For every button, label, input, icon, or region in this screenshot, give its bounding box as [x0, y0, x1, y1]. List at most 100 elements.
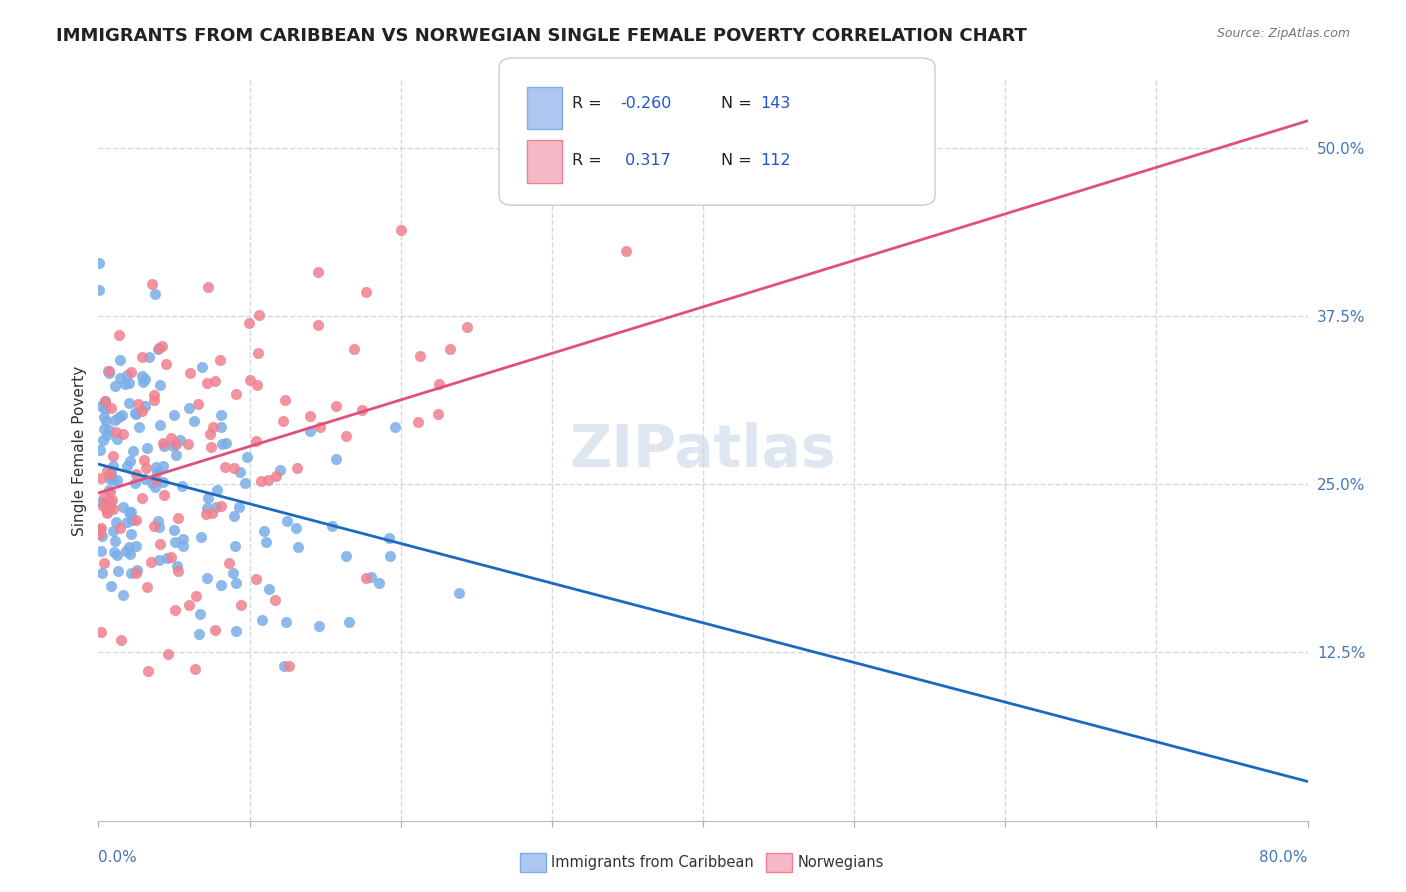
Point [101, 524, 124, 539]
Point [309, 420, 332, 434]
Point [111, 408, 134, 422]
Point [254, 534, 277, 549]
Point [98, 493, 121, 508]
Point [93, 422, 115, 436]
Point [218, 556, 240, 570]
Point [121, 444, 143, 458]
Point [321, 519, 343, 533]
Text: R =: R = [572, 153, 607, 168]
Point [246, 346, 269, 360]
Point [229, 598, 252, 612]
Point [406, 415, 429, 429]
Point [131, 491, 153, 506]
Point [93, 409, 115, 424]
Text: 0.317: 0.317 [620, 153, 671, 168]
Point [447, 586, 470, 600]
Point [105, 474, 128, 488]
Point [224, 539, 246, 553]
Point [225, 575, 247, 590]
Point [163, 524, 186, 538]
Point [152, 458, 174, 473]
Point [135, 441, 157, 455]
Point [108, 371, 131, 385]
Point [93, 433, 115, 447]
Point [367, 575, 389, 590]
Point [124, 467, 146, 482]
Point [236, 450, 259, 464]
Y-axis label: Single Female Poverty: Single Female Poverty [72, 366, 87, 535]
Point [209, 499, 232, 513]
Point [238, 316, 260, 330]
Point [108, 353, 131, 368]
Point [141, 277, 163, 292]
Point [94, 414, 117, 428]
Point [96, 464, 118, 478]
Point [98, 467, 121, 481]
Point [204, 375, 226, 389]
Point [101, 459, 124, 474]
Point [91, 529, 114, 543]
Point [308, 619, 330, 633]
Point [170, 479, 193, 493]
Point [120, 527, 142, 541]
Point [239, 373, 262, 387]
Point [100, 401, 122, 416]
Point [134, 372, 156, 386]
Point [87, 283, 110, 297]
Point [145, 473, 167, 487]
Point [115, 368, 138, 383]
Point [285, 461, 308, 475]
Point [188, 626, 211, 640]
Point [191, 359, 214, 374]
Point [150, 339, 173, 353]
Point [143, 387, 166, 401]
Point [148, 341, 170, 355]
Point [124, 406, 146, 420]
Point [222, 509, 245, 524]
Point [190, 530, 212, 544]
Point [101, 473, 124, 487]
Point [172, 532, 194, 546]
Text: R =: R = [572, 96, 607, 111]
Point [163, 534, 186, 549]
Point [325, 452, 347, 467]
Point [276, 514, 298, 528]
Point [107, 564, 129, 578]
Point [209, 352, 232, 367]
Point [136, 664, 159, 678]
Point [163, 408, 186, 422]
Point [177, 401, 200, 415]
Point [245, 572, 267, 586]
Point [138, 350, 160, 364]
Point [94, 393, 117, 408]
Point [90, 625, 112, 640]
Point [105, 432, 128, 446]
Point [125, 540, 148, 554]
Point [103, 544, 125, 558]
Point [201, 506, 224, 520]
Point [247, 308, 270, 322]
Point [112, 426, 135, 441]
Point [204, 624, 226, 638]
Point [257, 473, 280, 487]
Point [94, 394, 117, 409]
Point [115, 458, 138, 473]
Text: Norwegians: Norwegians [797, 855, 883, 870]
Point [225, 624, 247, 638]
Point [274, 393, 297, 408]
Point [225, 386, 247, 401]
Point [125, 513, 148, 527]
Point [337, 615, 360, 629]
Text: 112: 112 [761, 153, 792, 168]
Point [409, 350, 432, 364]
Point [87, 256, 110, 270]
Point [201, 420, 224, 434]
Point [285, 521, 308, 535]
Point [101, 502, 124, 516]
Point [89, 521, 111, 535]
Point [120, 548, 142, 562]
Point [148, 553, 170, 567]
Point [120, 505, 142, 519]
Point [152, 436, 174, 450]
Point [131, 368, 153, 383]
